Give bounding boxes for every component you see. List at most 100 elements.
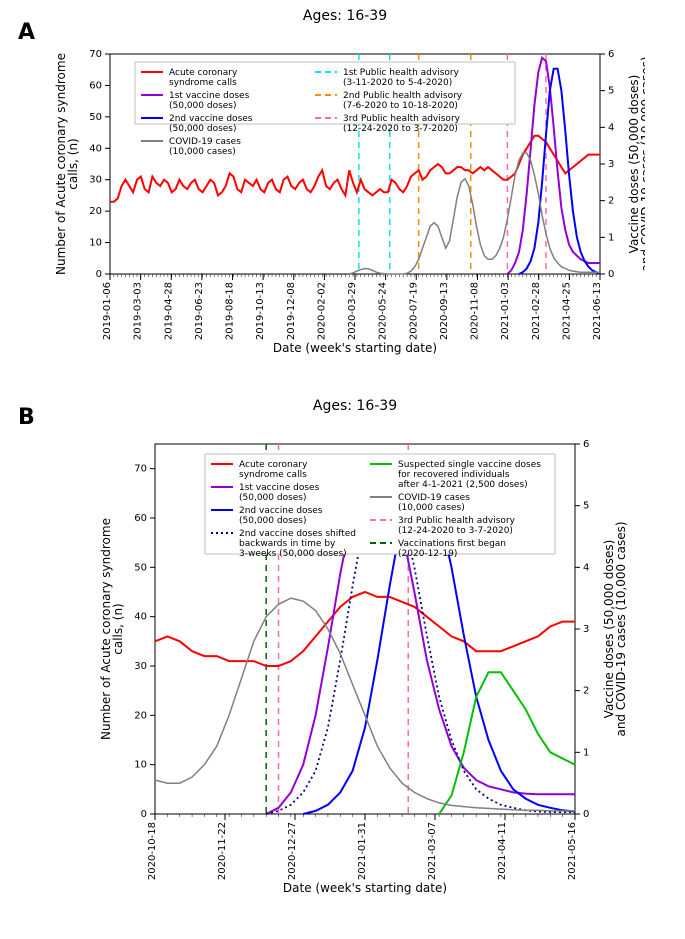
svg-text:3: 3 xyxy=(583,624,589,635)
svg-text:1st vaccine doses: 1st vaccine doses xyxy=(239,483,320,493)
svg-text:Vaccinations first began: Vaccinations first began xyxy=(398,539,506,549)
svg-text:20: 20 xyxy=(89,206,102,217)
svg-text:2nd vaccine doses shifted: 2nd vaccine doses shifted xyxy=(239,529,356,539)
svg-text:40: 40 xyxy=(134,612,147,623)
svg-text:3-weeks (50,000 doses): 3-weeks (50,000 doses) xyxy=(239,549,347,559)
svg-text:after 4-1-2021 (2,500 doses): after 4-1-2021 (2,500 doses) xyxy=(398,480,528,490)
svg-text:30: 30 xyxy=(89,175,102,186)
svg-text:70: 70 xyxy=(89,49,102,60)
svg-text:6: 6 xyxy=(608,49,614,60)
svg-text:2021-04-11: 2021-04-11 xyxy=(497,822,508,880)
svg-text:4: 4 xyxy=(583,562,589,573)
svg-text:60: 60 xyxy=(134,513,147,524)
svg-text:COVID-19 cases: COVID-19 cases xyxy=(169,137,241,147)
svg-text:1: 1 xyxy=(583,747,589,758)
svg-text:1st Public health advisory: 1st Public health advisory xyxy=(343,68,460,78)
svg-text:2nd vaccine doses: 2nd vaccine doses xyxy=(239,506,323,516)
svg-text:5: 5 xyxy=(608,86,614,97)
svg-text:6: 6 xyxy=(583,439,589,450)
svg-text:and COVID-19 cases (10,000 cas: and COVID-19 cases (10,000 cases) xyxy=(639,56,645,271)
svg-text:Date (week's starting date): Date (week's starting date) xyxy=(283,881,447,895)
svg-text:50: 50 xyxy=(134,562,147,573)
svg-text:2019-08-18: 2019-08-18 xyxy=(225,282,236,340)
svg-text:(12-24-2020 to 3-7-2020): (12-24-2020 to 3-7-2020) xyxy=(398,526,513,536)
svg-text:(3-11-2020 to 5-4-2020): (3-11-2020 to 5-4-2020) xyxy=(343,78,452,88)
svg-text:(50,000 doses): (50,000 doses) xyxy=(169,124,237,134)
chart-b-title: Ages: 16-39 xyxy=(75,398,635,414)
svg-text:(7-6-2020 to 10-18-2020): (7-6-2020 to 10-18-2020) xyxy=(343,101,458,111)
svg-text:10: 10 xyxy=(89,238,102,249)
svg-text:2019-12-08: 2019-12-08 xyxy=(286,282,297,340)
svg-text:calls, (n): calls, (n) xyxy=(111,603,125,654)
svg-text:2021-03-07: 2021-03-07 xyxy=(427,822,438,880)
svg-text:Suspected single vaccine doses: Suspected single vaccine doses xyxy=(398,460,541,470)
svg-text:2: 2 xyxy=(608,196,614,207)
svg-text:2020-03-29: 2020-03-29 xyxy=(347,282,358,340)
svg-text:(50,000 doses): (50,000 doses) xyxy=(169,101,237,111)
svg-text:2019-04-28: 2019-04-28 xyxy=(163,282,174,340)
panel-b-label: B xyxy=(18,405,35,430)
svg-text:2019-10-13: 2019-10-13 xyxy=(255,282,266,340)
svg-text:(10,000 cases): (10,000 cases) xyxy=(398,503,465,513)
svg-text:60: 60 xyxy=(89,80,102,91)
svg-text:2020-07-19: 2020-07-19 xyxy=(408,282,419,340)
svg-text:and COVID-19 cases (10,000 cas: and COVID-19 cases (10,000 cases) xyxy=(614,521,628,736)
svg-text:2020-09-13: 2020-09-13 xyxy=(439,282,450,340)
svg-text:(10,000 cases): (10,000 cases) xyxy=(169,147,236,157)
svg-text:2020-02-02: 2020-02-02 xyxy=(316,282,327,340)
svg-text:(12-24-2020 to 3-7-2020): (12-24-2020 to 3-7-2020) xyxy=(343,124,458,134)
svg-text:20: 20 xyxy=(134,710,147,721)
svg-text:2020-12-27: 2020-12-27 xyxy=(287,822,298,880)
svg-text:(2020-12-19): (2020-12-19) xyxy=(398,549,457,559)
svg-text:(50,000 doses): (50,000 doses) xyxy=(239,516,307,526)
svg-text:2021-01-31: 2021-01-31 xyxy=(357,822,368,880)
svg-text:2021-01-03: 2021-01-03 xyxy=(500,282,511,340)
svg-text:30: 30 xyxy=(134,661,147,672)
svg-text:Date (week's starting date): Date (week's starting date) xyxy=(273,341,437,355)
svg-text:0: 0 xyxy=(141,809,147,820)
svg-text:70: 70 xyxy=(134,464,147,475)
svg-text:50: 50 xyxy=(89,112,102,123)
svg-text:syndrome calls: syndrome calls xyxy=(239,470,307,480)
svg-text:2021-04-25: 2021-04-25 xyxy=(561,282,572,340)
svg-text:3: 3 xyxy=(608,159,614,170)
svg-text:0: 0 xyxy=(608,269,614,280)
svg-text:calls, (n): calls, (n) xyxy=(66,138,80,189)
svg-text:2019-01-06: 2019-01-06 xyxy=(102,282,113,340)
chart-a: Ages: 16-39 0 10 20 30 40 50 60 70 0 1 2 3 4 5 6 2019-0… xyxy=(45,8,645,364)
svg-text:2021-06-13: 2021-06-13 xyxy=(592,282,603,340)
svg-text:1st vaccine doses: 1st vaccine doses xyxy=(169,91,250,101)
svg-text:2nd vaccine doses: 2nd vaccine doses xyxy=(169,114,253,124)
svg-text:(50,000 doses): (50,000 doses) xyxy=(239,493,307,503)
svg-text:1: 1 xyxy=(608,232,614,243)
svg-text:COVID-19 cases: COVID-19 cases xyxy=(398,493,470,503)
svg-text:2020-10-18: 2020-10-18 xyxy=(147,822,158,880)
svg-text:for recovered individuals: for recovered individuals xyxy=(398,470,510,480)
svg-text:Acute coronary: Acute coronary xyxy=(239,460,308,470)
svg-text:3rd Public health advisory: 3rd Public health advisory xyxy=(343,114,461,124)
svg-text:4: 4 xyxy=(608,122,614,133)
svg-text:backwards in time by: backwards in time by xyxy=(239,539,336,549)
svg-text:2021-05-16: 2021-05-16 xyxy=(567,822,578,880)
svg-text:syndrome calls: syndrome calls xyxy=(169,78,237,88)
svg-text:2019-03-03: 2019-03-03 xyxy=(133,282,144,340)
page: A Ages: 16-39 01020304050607001234562019… xyxy=(0,0,685,939)
svg-text:10: 10 xyxy=(134,760,147,771)
svg-text:40: 40 xyxy=(89,143,102,154)
chart-b-svg: 0 10 20 30 40 50 60 70 0 1 2 3 4 5 6 2020-10-18 2020-11-… xyxy=(75,414,635,914)
svg-text:2nd Public health advisory: 2nd Public health advisory xyxy=(343,91,463,101)
panel-a-label: A xyxy=(18,20,35,45)
svg-text:2020-11-22: 2020-11-22 xyxy=(217,822,228,880)
svg-text:Acute coronary: Acute coronary xyxy=(169,68,238,78)
svg-text:5: 5 xyxy=(583,501,589,512)
svg-text:2021-02-28: 2021-02-28 xyxy=(531,282,542,340)
svg-text:2020-05-24: 2020-05-24 xyxy=(378,282,389,340)
svg-text:3rd Public health advisory: 3rd Public health advisory xyxy=(398,516,516,526)
chart-a-title: Ages: 16-39 xyxy=(45,8,645,24)
svg-text:0: 0 xyxy=(96,269,102,280)
chart-b: Ages: 16-39 0 10 20 30 40 50 60 70 0 1 2 3 4 5 6 2020-1… xyxy=(75,398,635,914)
svg-text:2: 2 xyxy=(583,686,589,697)
svg-text:2019-06-23: 2019-06-23 xyxy=(194,282,205,340)
svg-text:0: 0 xyxy=(583,809,589,820)
chart-a-svg: 0 10 20 30 40 50 60 70 0 1 2 3 4 5 6 2019-01-06 2019-03-… xyxy=(45,24,645,364)
